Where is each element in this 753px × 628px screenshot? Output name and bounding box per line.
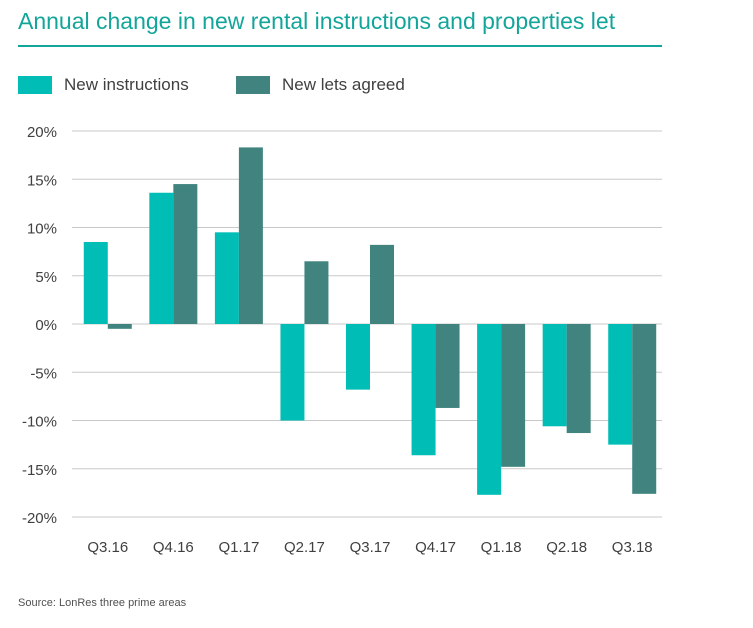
bar-new-instructions-q3-16: [83, 241, 108, 324]
bar-new-lets-agreed-q3-16: [107, 324, 132, 329]
x-tick-label: Q3.18: [612, 539, 653, 556]
y-tick-label: -15%: [22, 462, 57, 479]
y-tick-label: -10%: [22, 414, 57, 431]
legend-label-new-instructions: New instructions: [64, 75, 189, 94]
legend-swatch-new-instructions: [18, 76, 52, 94]
x-tick-label: Q4.17: [415, 539, 456, 556]
bar-new-lets-agreed-q4-17: [435, 324, 460, 408]
x-tick-label: Q2.18: [546, 539, 587, 556]
bar-new-instructions-q4-17: [411, 324, 436, 456]
bar-new-lets-agreed-q2-18: [566, 324, 591, 434]
y-tick-label: 0%: [35, 317, 57, 334]
y-tick-label: 10%: [27, 221, 57, 238]
y-tick-label: -5%: [30, 365, 57, 382]
bar-new-lets-agreed-q4-16: [173, 184, 198, 324]
bar-new-lets-agreed-q3-17: [370, 244, 394, 324]
bar-new-lets-agreed-q1-18: [501, 324, 526, 467]
title-underline: [18, 45, 662, 47]
legend-swatch-new-lets-agreed: [236, 76, 270, 94]
y-tick-label: 15%: [27, 172, 57, 189]
y-tick-label: 5%: [35, 269, 57, 286]
legend-label-new-lets-agreed: New lets agreed: [282, 75, 405, 94]
bar-new-instructions-q1-18: [477, 324, 502, 495]
y-tick-label: -20%: [22, 510, 57, 527]
bar-new-instructions-q2-18: [542, 324, 567, 427]
x-tick-label: Q3.17: [350, 539, 391, 556]
chart-title: Annual change in new rental instructions…: [18, 8, 616, 34]
bar-new-lets-agreed-q2-17: [304, 261, 329, 324]
x-tick-label: Q2.17: [284, 539, 325, 556]
bar-new-lets-agreed-q1-17: [238, 147, 263, 324]
bar-new-lets-agreed-q3-18: [632, 324, 657, 494]
y-tick-label: 20%: [27, 124, 57, 141]
bar-new-instructions-q3-18: [608, 324, 633, 445]
legend-item-new-instructions: New instructions: [18, 75, 189, 94]
x-tick-label: Q4.16: [153, 539, 194, 556]
x-tick-label: Q3.16: [87, 539, 128, 556]
bar-new-instructions-q3-17: [346, 324, 370, 390]
legend-item-new-lets-agreed: New lets agreed: [236, 75, 405, 94]
bar-new-instructions-q2-17: [280, 324, 305, 421]
bar-new-instructions-q1-17: [214, 232, 239, 324]
source-note: Source: LonRes three prime areas: [18, 597, 187, 609]
x-tick-label: Q1.17: [218, 539, 259, 556]
bar-new-instructions-q4-16: [149, 192, 174, 324]
x-tick-label: Q1.18: [481, 539, 522, 556]
